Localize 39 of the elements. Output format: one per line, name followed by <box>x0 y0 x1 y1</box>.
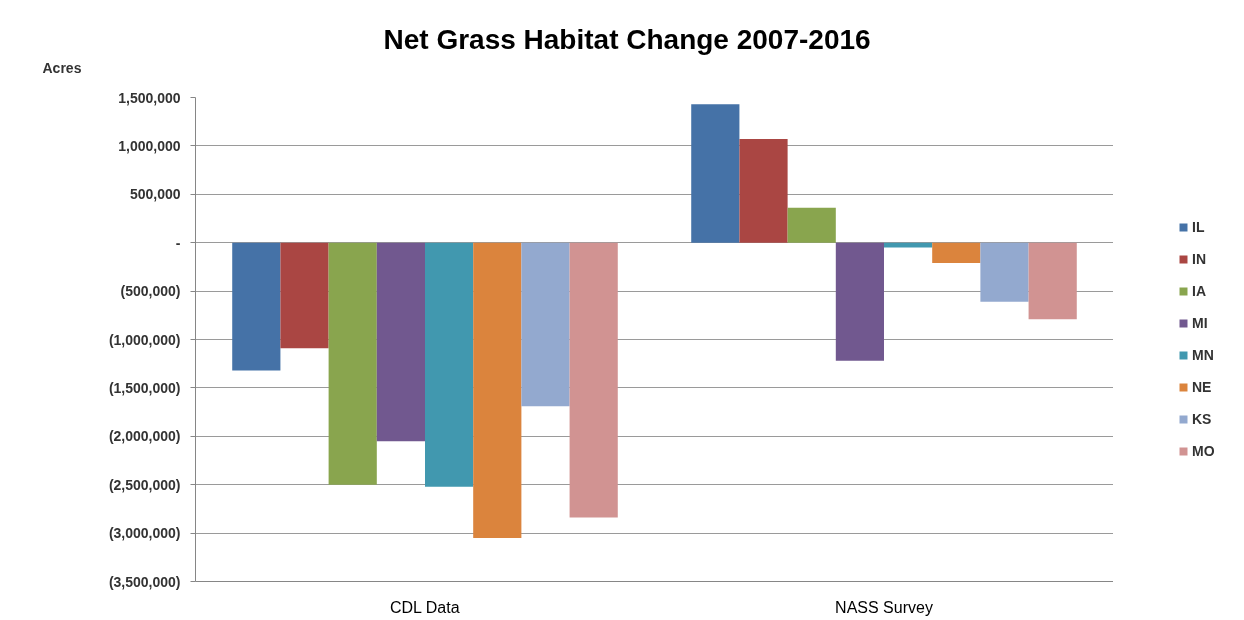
chart-title: Net Grass Habitat Change 2007-2016 <box>383 23 871 55</box>
bar <box>376 242 425 442</box>
x-tick-label: NASS Survey <box>835 598 933 616</box>
x-tick-label: CDL Data <box>389 598 460 616</box>
y-tick-label: - <box>175 234 181 251</box>
bar <box>932 242 981 264</box>
bar <box>739 139 788 243</box>
y-tick-label: (3,500,000) <box>108 573 181 590</box>
y-tick-label: (500,000) <box>120 283 181 300</box>
legend-label: MI <box>1192 314 1209 332</box>
legend-label: KS <box>1192 410 1212 428</box>
legend-label: NE <box>1192 378 1212 396</box>
y-tick-label: (1,000,000) <box>108 331 181 348</box>
bar <box>521 242 570 407</box>
bar <box>280 242 329 349</box>
bar <box>835 242 884 361</box>
legend-label: IL <box>1192 218 1206 236</box>
bar <box>980 242 1029 302</box>
bar <box>569 242 618 518</box>
y-tick-label: (3,000,000) <box>108 525 181 542</box>
y-tick-label: 1,500,000 <box>118 89 181 106</box>
bar <box>691 104 740 243</box>
y-tick-label: 500,000 <box>129 186 181 203</box>
y-tick-label: (1,500,000) <box>108 379 181 396</box>
bar <box>232 242 281 371</box>
bar <box>787 207 836 243</box>
bar <box>425 242 474 487</box>
text: Acres <box>42 59 82 76</box>
y-tick-label: (2,000,000) <box>108 428 181 445</box>
bar <box>473 242 522 538</box>
bar <box>1028 242 1077 320</box>
legend-label: MN <box>1192 346 1214 364</box>
y-tick-label: 1,000,000 <box>118 137 181 154</box>
legend-label: MO <box>1192 442 1215 460</box>
legend-label: IA <box>1192 282 1207 300</box>
bar <box>328 242 377 485</box>
legend-label: IN <box>1192 250 1207 268</box>
y-tick-label: (2,500,000) <box>108 476 181 493</box>
bar <box>884 242 933 248</box>
